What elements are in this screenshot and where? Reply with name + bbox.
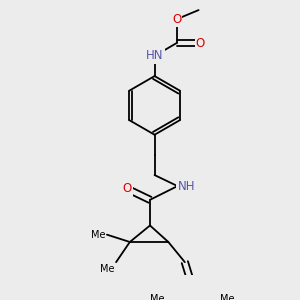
Text: HN: HN — [146, 50, 163, 62]
Text: NH: NH — [178, 180, 195, 193]
Text: O: O — [122, 182, 132, 195]
Text: Me: Me — [91, 230, 105, 240]
Text: Me: Me — [150, 294, 165, 300]
Text: Me: Me — [100, 264, 114, 274]
Text: O: O — [196, 37, 205, 50]
Text: O: O — [172, 13, 181, 26]
Text: Me: Me — [220, 294, 234, 300]
